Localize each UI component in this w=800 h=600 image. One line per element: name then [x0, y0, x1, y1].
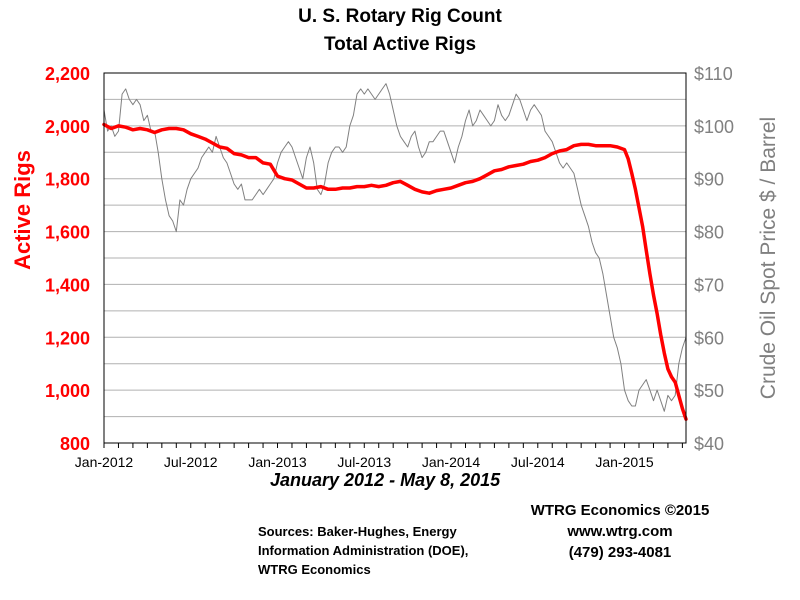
chart-subtitle: January 2012 - May 8, 2015 — [270, 470, 501, 490]
left-y-tick-label: 2,200 — [45, 64, 90, 84]
x-tick-label: Jan-2012 — [75, 454, 134, 470]
x-tick-label: Jan-2013 — [248, 454, 307, 470]
right-y-tick-label: $70 — [694, 275, 724, 295]
right-y-tick-label: $50 — [694, 381, 724, 401]
left-y-tick-labels: 2,200 2,000 1,800 1,600 1,400 1,200 1,000 800 — [45, 64, 90, 454]
left-y-tick-label: 800 — [60, 434, 90, 454]
sources-line-3: WTRG Economics — [258, 562, 371, 577]
right-y-tick-label: $80 — [694, 223, 724, 243]
left-y-tick-label: 1,200 — [45, 328, 90, 348]
right-y-tick-label: $40 — [694, 434, 724, 454]
x-tick-label: Jan-2015 — [595, 454, 654, 470]
publisher-url: www.wtrg.com — [567, 523, 673, 540]
publisher-credit: WTRG Economics ©2015 — [530, 502, 710, 519]
left-axis-title: Active Rigs — [10, 150, 35, 270]
right-y-tick-label: $90 — [694, 170, 724, 190]
right-y-tick-label: $100 — [694, 117, 734, 137]
gridlines — [104, 125, 686, 391]
chart-title-line-2: Total Active Rigs — [323, 34, 477, 55]
right-y-tick-label: $60 — [694, 328, 724, 348]
right-y-tick-label: $110 — [694, 64, 733, 84]
sources-line-2: Information Administration (DOE), — [258, 543, 469, 558]
x-tick-labels: Jan-2012 Jul-2012 Jan-2013 Jul-2013 Jan-2014… — [75, 454, 654, 470]
right-axis-title: Crude Oil Spot Price $ / Barrel — [757, 117, 780, 399]
left-y-tick-label: 1,400 — [45, 275, 90, 295]
right-y-tick-labels: $110 $100 $90 $80 $70 $60 $50 $40 — [694, 64, 734, 454]
oil-price-series — [103, 83, 687, 412]
oil-price-line — [103, 83, 687, 412]
rig-count-line — [102, 122, 688, 421]
chart-title-line-1: U. S. Rotary Rig Count — [298, 6, 502, 27]
x-tick-label: Jul-2013 — [337, 454, 391, 470]
x-tick-label: Jul-2012 — [164, 454, 218, 470]
x-axis-ticks — [103, 443, 683, 448]
left-y-tick-label: 2,000 — [45, 117, 90, 137]
sources-line-1: Sources: Baker-Hughes, Energy — [258, 524, 457, 539]
x-tick-label: Jul-2014 — [511, 454, 565, 470]
plot-frame — [103, 72, 687, 444]
minor-gridlines — [104, 98, 686, 418]
publisher-phone: (479) 293-4081 — [568, 544, 672, 561]
x-tick-label: Jan-2014 — [422, 454, 481, 470]
left-y-tick-label: 1,600 — [45, 223, 90, 243]
publisher-contact: WTRG Economics ©2015 www.wtrg.com (479) … — [505, 500, 735, 563]
left-y-tick-label: 1,000 — [45, 381, 90, 401]
rig-count-series — [102, 122, 688, 421]
sources-note: Sources: Baker-Hughes, Energy Informatio… — [258, 522, 468, 579]
left-y-tick-label: 1,800 — [45, 170, 90, 190]
